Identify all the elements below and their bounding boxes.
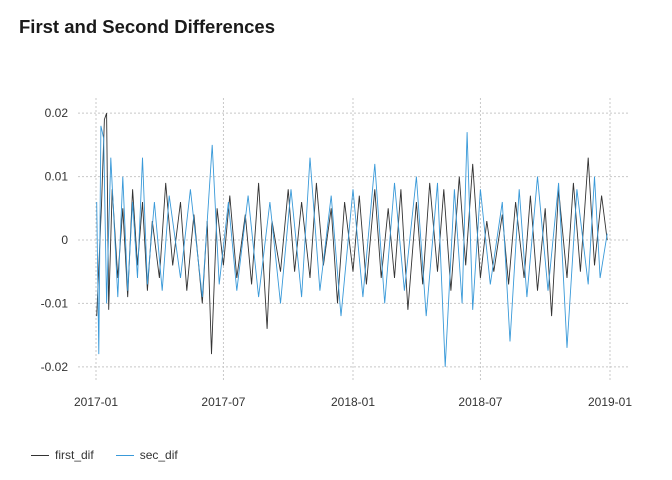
grid <box>78 98 628 382</box>
y-tick-label: 0.02 <box>45 106 69 120</box>
x-axis-ticks: 2017-01 2017-07 2018-01 2018-07 2019-01 <box>74 395 632 409</box>
y-tick-label: 0 <box>61 233 68 247</box>
legend: first_dif sec_dif <box>31 448 200 462</box>
legend-item-sec-dif: sec_dif <box>115 448 178 462</box>
series-line-sec-dif <box>96 125 608 367</box>
series-lines <box>96 113 608 367</box>
y-tick-label: -0.01 <box>41 296 69 310</box>
y-tick-label: 0.01 <box>45 170 69 184</box>
legend-key-first-dif <box>31 454 49 456</box>
y-tick-label: -0.02 <box>41 360 69 374</box>
legend-label-sec-dif: sec_dif <box>139 448 178 462</box>
x-tick-label: 2017-01 <box>74 395 118 409</box>
x-tick-label: 2018-07 <box>458 395 502 409</box>
chart-title: First and Second Differences <box>19 16 275 37</box>
series-line-first-dif <box>96 113 608 355</box>
legend-item-first-dif: first_dif <box>31 448 94 462</box>
x-tick-label: 2017-07 <box>201 395 245 409</box>
x-tick-label: 2019-01 <box>588 395 632 409</box>
x-tick-label: 2018-01 <box>331 395 375 409</box>
legend-label-first-dif: first_dif <box>55 448 94 462</box>
line-chart: -0.02 -0.01 0 0.01 0.02 2017-01 2017-07 2018-0… <box>41 98 632 409</box>
y-axis-ticks: -0.02 -0.01 0 0.01 0.02 <box>41 106 69 374</box>
legend-key-sec-dif <box>115 454 134 456</box>
